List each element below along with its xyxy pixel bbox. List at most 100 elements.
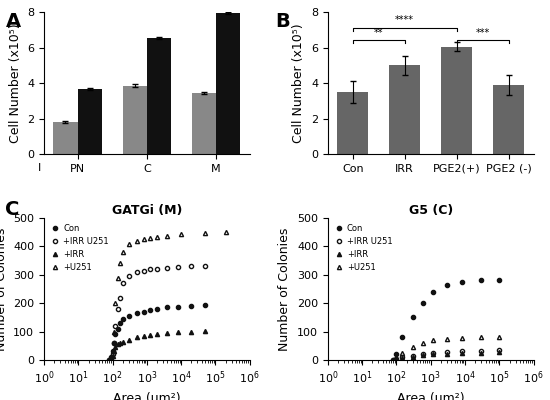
+IRR (116, 340, 123, 345)
+IRR (111, 349, 117, 354)
Legend: Con, +IRR U251, +IRR, +U251: Con, +IRR U251, +IRR, +U251 (48, 222, 111, 274)
Legend: Con, +IRR U251, +IRR, +U251: Con, +IRR U251, +IRR, +U251 (332, 222, 394, 274)
Line: +U251: +U251 (107, 230, 228, 362)
+IRR (430, 352, 437, 357)
+IRR U251 (106, 358, 113, 362)
Con (154, 306, 161, 311)
Con (164, 305, 170, 310)
+IRR U251 (109, 352, 116, 357)
Bar (493, 85, 524, 154)
+IRR (188, 329, 195, 334)
Con (106, 358, 113, 362)
+IRR (106, 358, 113, 362)
+IRR (140, 334, 147, 338)
Con (496, 278, 503, 282)
+IRR U251 (140, 268, 147, 273)
Y-axis label: Cell Number (x10⁵): Cell Number (x10⁵) (293, 23, 305, 143)
+IRR U251 (112, 324, 119, 328)
+IRR (390, 358, 397, 362)
Con (188, 304, 195, 308)
+IRR U251 (458, 349, 465, 354)
Text: ***: *** (476, 28, 490, 38)
+IRR U251 (202, 263, 208, 268)
Bar (441, 47, 472, 154)
+U251 (111, 329, 117, 334)
Con (202, 303, 208, 308)
+IRR (133, 335, 140, 340)
Con (174, 304, 181, 309)
Con (133, 311, 140, 316)
+IRR (420, 353, 426, 358)
Con (444, 282, 450, 287)
Con (108, 355, 114, 360)
+IRR (444, 351, 450, 356)
+U251 (496, 334, 503, 339)
Line: Con: Con (107, 303, 207, 362)
Line: +U251: +U251 (391, 335, 501, 362)
+IRR (174, 330, 181, 334)
+U251 (444, 336, 450, 341)
+IRR (458, 351, 465, 356)
Con (125, 314, 132, 318)
+U251 (430, 338, 437, 342)
Con (114, 326, 121, 331)
+U251 (125, 241, 132, 246)
Text: **: ** (374, 28, 383, 38)
+U251 (146, 236, 153, 241)
+IRR U251 (174, 264, 181, 269)
Bar (53, 122, 78, 154)
+IRR (109, 353, 116, 358)
+U251 (393, 355, 400, 360)
Bar (192, 93, 216, 154)
+IRR U251 (478, 348, 485, 353)
+IRR (154, 332, 161, 337)
+IRR U251 (444, 350, 450, 354)
+U251 (202, 230, 208, 235)
Con (430, 290, 437, 294)
+U251 (420, 340, 426, 345)
Y-axis label: Cell Number (x10⁵): Cell Number (x10⁵) (9, 23, 21, 143)
X-axis label: Area (μm²): Area (μm²) (113, 392, 180, 400)
+IRR (108, 356, 114, 361)
Con (390, 358, 397, 362)
+U251 (133, 238, 140, 243)
+IRR (202, 329, 208, 334)
Bar (78, 89, 102, 154)
Con (112, 332, 119, 337)
+IRR (146, 333, 153, 338)
+IRR (125, 338, 132, 342)
+U251 (222, 230, 229, 234)
+U251 (409, 345, 416, 350)
+U251 (108, 356, 114, 361)
+IRR U251 (114, 306, 121, 311)
Con (399, 335, 406, 340)
Line: +IRR U251: +IRR U251 (391, 348, 501, 362)
+IRR U251 (409, 353, 416, 358)
+IRR U251 (111, 340, 117, 345)
+IRR (399, 355, 406, 360)
+IRR (478, 350, 485, 355)
Y-axis label: Number of Colonies: Number of Colonies (0, 227, 8, 351)
Con (409, 315, 416, 320)
Y-axis label: Number of Colonies: Number of Colonies (278, 227, 292, 351)
Title: G5 (C): G5 (C) (409, 204, 453, 217)
+IRR U251 (390, 358, 397, 362)
+IRR U251 (164, 265, 170, 270)
+U251 (109, 349, 116, 354)
+IRR U251 (146, 267, 153, 272)
+U251 (478, 335, 485, 340)
Con (109, 349, 116, 354)
Bar (216, 13, 240, 154)
+IRR U251 (116, 295, 123, 300)
+IRR (409, 354, 416, 359)
Title: GATGi (M): GATGi (M) (112, 204, 182, 217)
+IRR U251 (399, 355, 406, 360)
+IRR U251 (154, 266, 161, 271)
+IRR U251 (188, 264, 195, 269)
+U251 (119, 250, 126, 254)
+U251 (140, 237, 147, 242)
+IRR (119, 339, 126, 344)
Con (393, 352, 400, 357)
+IRR (496, 350, 503, 354)
Bar (147, 38, 171, 154)
